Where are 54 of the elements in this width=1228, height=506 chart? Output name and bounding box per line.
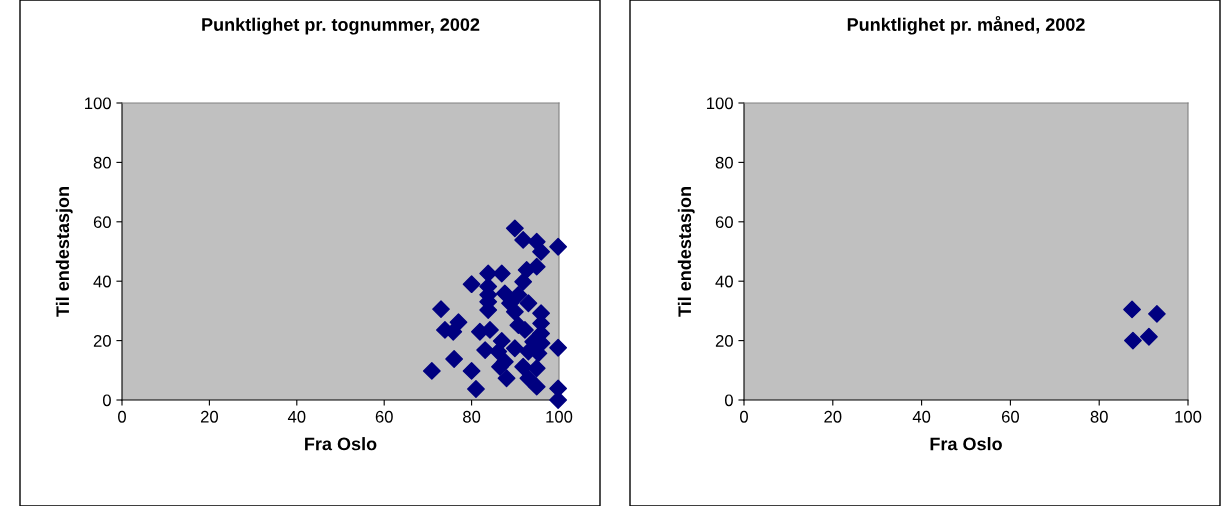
x-tick-label: 80 [1090, 410, 1108, 423]
point [462, 361, 481, 380]
point [462, 275, 481, 294]
point [549, 338, 568, 357]
y-tick-label: 20 [93, 335, 111, 347]
point [1140, 327, 1158, 346]
y-tick-label: 40 [93, 275, 111, 288]
point [422, 361, 441, 380]
x-tick-label: 40 [287, 410, 306, 423]
point [1148, 304, 1166, 323]
y-tick-label: 0 [102, 394, 111, 407]
chart-title: Punktlighet pr. tognummer, 2002 [202, 17, 480, 35]
x-tick-label: 100 [1175, 410, 1202, 423]
point [505, 219, 524, 238]
y-axis-title: Til endestasjon [677, 187, 695, 317]
point [519, 294, 538, 313]
x-tick-label: 0 [118, 410, 126, 423]
point [505, 339, 524, 358]
point [527, 377, 546, 396]
point [1123, 300, 1141, 319]
x-tick-label: 40 [912, 410, 931, 423]
y-tick-label: 100 [707, 97, 733, 110]
y-tick-label: 60 [93, 216, 111, 228]
x-tick-label: 0 [740, 410, 748, 423]
point [514, 231, 533, 249]
x-tick-label: 20 [200, 410, 219, 423]
x-axis-title: Fra Oslo [305, 437, 377, 451]
x-tick-label: 80 [463, 410, 481, 423]
point [476, 341, 495, 360]
point [1124, 331, 1142, 350]
y-tick-label: 20 [715, 335, 733, 347]
x-axis-title: Fra Oslo [930, 437, 1002, 451]
point [514, 272, 533, 291]
y-tick-label: 0 [724, 394, 733, 407]
y-tick-label: 100 [85, 97, 111, 110]
y-tick-label: 80 [93, 156, 111, 169]
chart-title: Punktlighet pr. måned, 2002 [847, 15, 1085, 35]
point [532, 242, 550, 261]
x-tick-label: 20 [824, 410, 842, 423]
point [467, 380, 485, 398]
x-tick-label: 60 [1001, 410, 1020, 423]
x-tick-label: 60 [375, 410, 393, 423]
point [432, 300, 450, 319]
point [519, 369, 538, 388]
y-axis-title: Til endestasjon [55, 187, 73, 317]
y-tick-label: 80 [715, 156, 733, 169]
y-tick-label: 40 [715, 275, 733, 288]
x-tick-label: 100 [546, 410, 573, 423]
point [445, 350, 464, 368]
point [489, 342, 508, 361]
point [497, 369, 516, 388]
point [527, 359, 546, 378]
point [549, 237, 568, 256]
y-tick-label: 60 [715, 216, 733, 228]
